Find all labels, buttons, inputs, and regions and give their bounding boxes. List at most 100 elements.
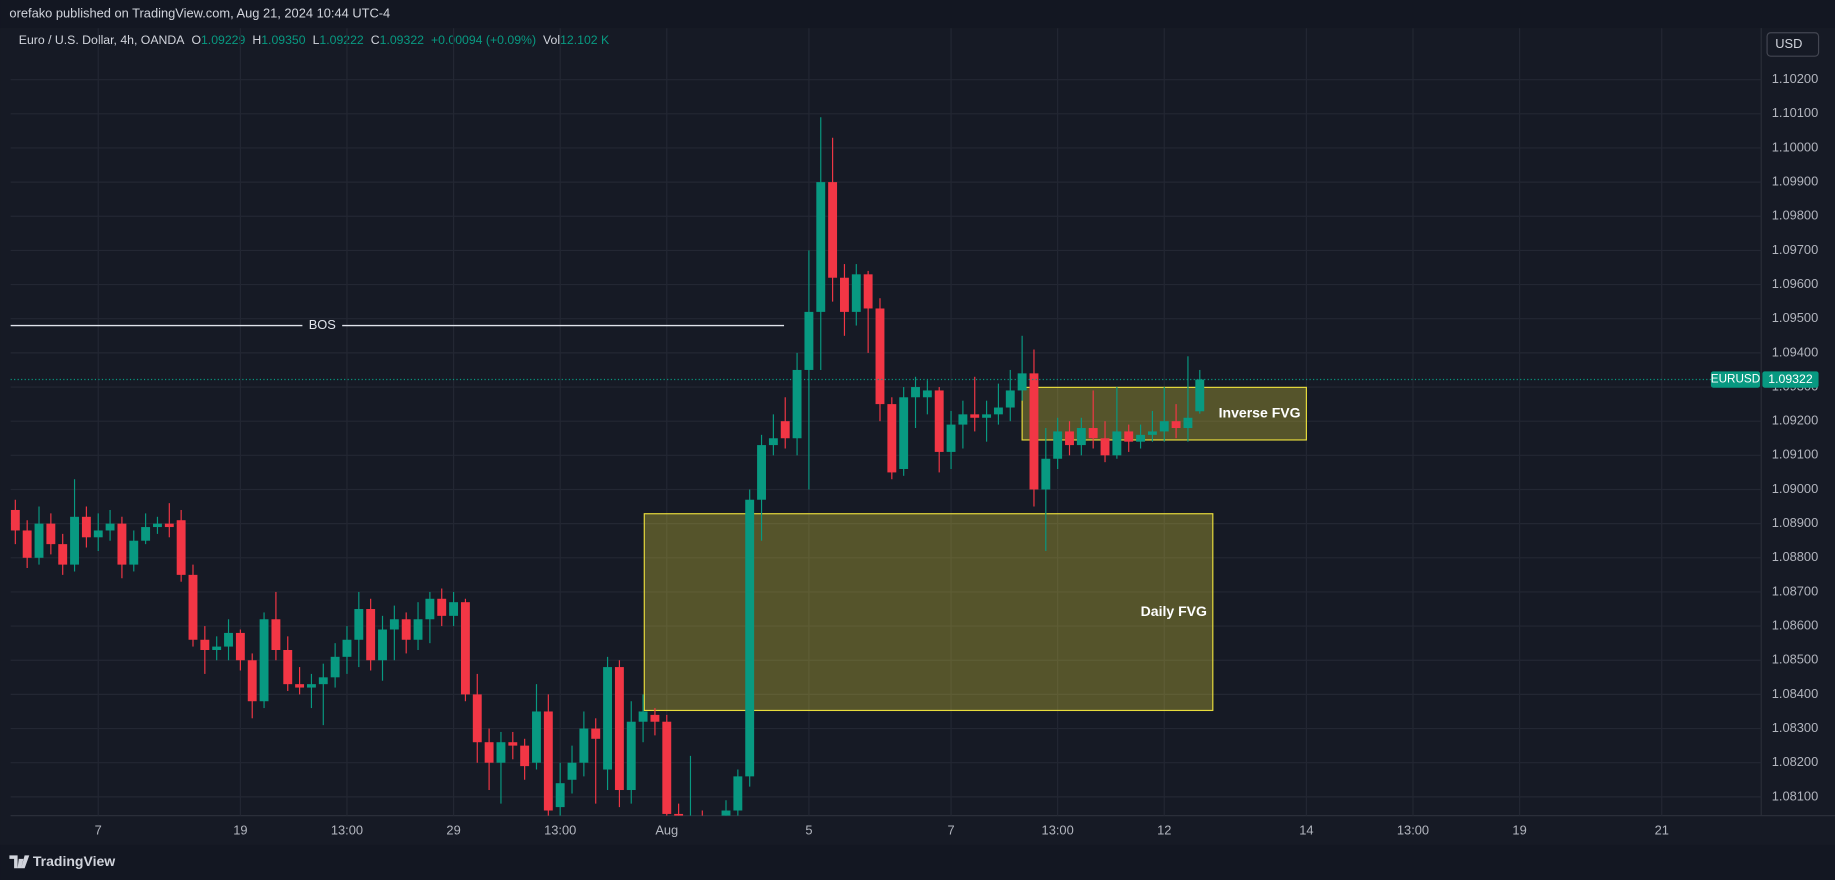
candle-body [1041,458,1051,490]
candle-body [224,632,233,647]
x-tick-label: 19 [1512,822,1526,837]
fvg-zone [643,513,1214,712]
candle-body [993,407,1003,415]
candle-body [460,602,470,695]
candle-body [567,762,577,780]
x-tick-label: 13:00 [331,822,363,837]
y-tick-label: 1.08900 [1772,515,1818,530]
candle-body [22,530,32,558]
candle-body [982,414,992,418]
x-tick-label: 7 [95,822,102,837]
candle-body [1017,373,1027,391]
x-tick-label: 7 [947,822,954,837]
currency-button[interactable] [1766,32,1820,57]
y-tick-label: 1.08400 [1772,686,1818,701]
y-tick-label: 1.10100 [1772,105,1818,120]
candle-body [934,390,944,452]
candle-body [46,523,56,545]
y-tick-label: 1.08500 [1772,652,1818,667]
candle-body [662,721,672,814]
candle-body [306,684,316,688]
candle-body [235,632,245,661]
candle-body [780,421,790,439]
candle-body [188,574,198,640]
candle-body [259,619,269,702]
y-tick-label: 1.08100 [1772,788,1818,803]
x-tick-label: 14 [1299,822,1313,837]
header-bar [0,0,1835,29]
symbol: Euro / U.S. Dollar, 4h, OANDA [19,33,185,47]
candle-body [555,783,565,808]
candle-body [1147,431,1157,435]
candle-body [1112,431,1122,456]
candle-body [117,523,127,565]
candle-body [1029,373,1039,490]
y-tick-label: 1.08600 [1772,617,1818,632]
candle-body [1005,390,1015,408]
candle-body [1159,421,1169,432]
candle-body [911,387,920,398]
legend-key: L [313,33,320,47]
y-tick-label: 1.08700 [1772,583,1818,598]
candle-body [283,649,293,685]
y-tick-label: 1.09800 [1772,208,1818,223]
x-tick-label: 5 [805,822,812,837]
legend: Euro / U.S. Dollar, 4h, OANDA O1.09229 H1.… [19,33,610,47]
footer-brand: TradingView [33,853,115,869]
legend-key: O [191,33,201,47]
candle-body [425,598,435,620]
candle-body [1124,431,1134,442]
candle-body [1076,428,1086,446]
candle-body [804,311,814,370]
candle-body [34,523,44,558]
candle-body [721,810,731,816]
x-tick-label: 12 [1157,822,1171,837]
candle-body [1195,379,1205,412]
candle-body [1088,428,1098,439]
y-tick-label: 1.08300 [1772,720,1818,735]
last-price-box [1762,371,1819,388]
candle-body [105,523,115,531]
candle-body [200,639,210,650]
y-tick-label: 1.09400 [1772,344,1818,359]
candle-body [413,619,423,640]
candle-body [792,369,802,439]
legend-value: 1.09350 [261,33,306,47]
candle-body [851,274,861,312]
candle-body [93,530,103,538]
y-tick-label: 1.10000 [1772,139,1818,154]
y-tick-label: 1.09700 [1772,242,1818,257]
candle-body [863,274,873,309]
candle-body [342,639,352,657]
candle-body [437,598,447,616]
candle-body [650,714,660,722]
candle-body [970,414,980,418]
legend-key: C [371,33,380,47]
legend-value: 1.09322 [380,33,425,47]
candle-body [899,397,909,469]
candle-body [164,523,174,528]
candle-body [330,656,340,678]
candle-body [10,509,20,531]
candle-body [247,660,257,702]
candle-body [295,684,305,688]
candle-body [401,619,411,640]
candle-body [638,711,648,722]
footer-logo [9,855,30,869]
candle-body [543,711,553,811]
candle-body [614,667,624,791]
legend-value: 1.09222 [319,33,364,47]
currency[interactable]: USD [1775,36,1802,51]
x-tick-label: 13:00 [544,822,576,837]
y-tick-label: 1.08800 [1772,549,1818,564]
candle-body [816,182,826,312]
candle-body [153,523,162,528]
candle-body [496,742,506,763]
x-tick-label: 13:00 [1397,822,1429,837]
candle-body [508,742,518,746]
y-tick-label: 1.09900 [1772,174,1818,189]
candle-body [1136,434,1146,442]
candle-body [378,629,387,661]
